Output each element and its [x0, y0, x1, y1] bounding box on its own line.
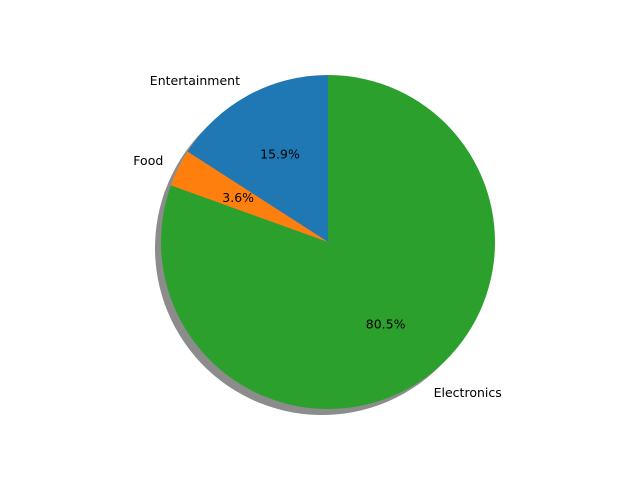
category-label-entertainment: Entertainment [150, 73, 240, 88]
percent-label-electronics: 80.5% [366, 316, 406, 331]
wedge-food [170, 151, 328, 242]
pie-labels: Entertainment 15.9% Food 3.6% Electronics 80.… [133, 73, 501, 400]
wedge-entertainment [187, 75, 328, 242]
wedge-electronics [161, 75, 496, 410]
pie-wedges [161, 75, 496, 410]
category-label-electronics: Electronics [434, 385, 502, 400]
percent-label-food: 3.6% [222, 190, 254, 205]
category-label-food: Food [133, 153, 163, 168]
percent-label-entertainment: 15.9% [260, 147, 300, 162]
